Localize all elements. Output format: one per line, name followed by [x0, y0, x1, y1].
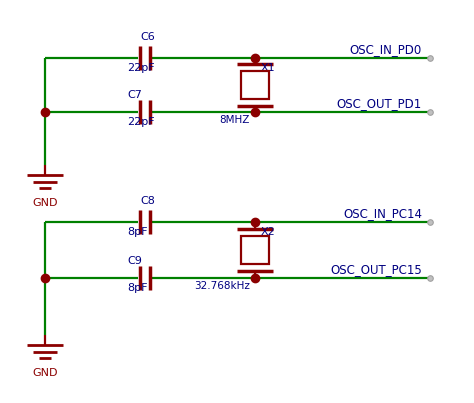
Text: OSC_OUT_PD1: OSC_OUT_PD1 [337, 97, 422, 110]
Text: OSC_IN_PC14: OSC_IN_PC14 [343, 207, 422, 220]
Bar [241, 71, 269, 99]
Text: C9: C9 [127, 256, 142, 266]
Text: 22pF: 22pF [127, 63, 155, 73]
Text: 22pF: 22pF [127, 117, 155, 127]
Text: C8: C8 [140, 196, 155, 206]
Text: OSC_IN_PD0: OSC_IN_PD0 [350, 43, 422, 56]
Text: X2: X2 [261, 227, 276, 237]
Text: GND: GND [32, 368, 58, 378]
Text: C6: C6 [140, 32, 155, 42]
Bar [241, 236, 269, 264]
Text: OSC_OUT_PC15: OSC_OUT_PC15 [330, 263, 422, 276]
Text: GND: GND [32, 198, 58, 208]
Text: C7: C7 [127, 90, 142, 100]
Text: 8MHZ: 8MHZ [219, 115, 250, 125]
Text: 32.768kHz: 32.768kHz [194, 281, 250, 291]
Text: X1: X1 [261, 63, 275, 73]
Text: 8pF: 8pF [127, 283, 147, 293]
Text: 8pF: 8pF [127, 227, 147, 237]
